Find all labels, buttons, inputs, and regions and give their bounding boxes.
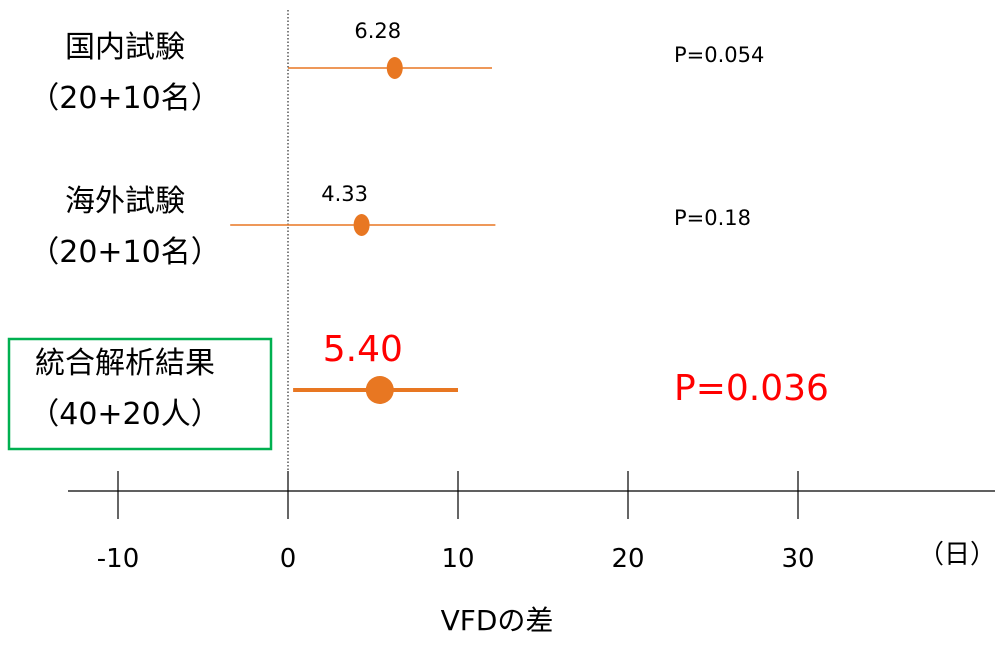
estimate-label: 6.28 <box>354 19 401 43</box>
p-value-label: P=0.054 <box>674 43 764 67</box>
row-label-box <box>7 337 273 451</box>
estimate-label: 5.40 <box>323 329 403 370</box>
p-value-label: P=0.036 <box>674 368 829 409</box>
x-tick-label: 0 <box>280 544 297 574</box>
x-tick-label: 10 <box>441 544 474 574</box>
x-unit-label: （日） <box>918 540 995 570</box>
x-tick-label: -10 <box>97 544 139 574</box>
x-tick-label: 30 <box>781 544 814 574</box>
p-value-label: P=0.18 <box>674 206 751 230</box>
x-tick-label: 20 <box>611 544 644 574</box>
row-sublabel: （20+10名） <box>29 81 220 116</box>
estimate-marker <box>353 214 370 236</box>
estimate-label: 4.33 <box>321 182 368 206</box>
row-label: 国内試験 <box>65 30 185 65</box>
x-axis-title: VFDの差 <box>441 604 554 637</box>
estimate-marker <box>386 57 403 79</box>
row-label: 統合解析結果 <box>35 346 215 381</box>
estimate-marker <box>365 376 394 404</box>
row-sublabel: （20+10名） <box>29 235 220 270</box>
row-sublabel: （40+20人） <box>29 397 220 432</box>
row-label: 海外試験 <box>65 184 185 219</box>
